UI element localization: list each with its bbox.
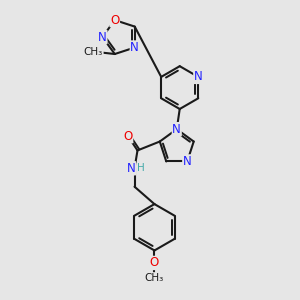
Text: CH₃: CH₃ — [84, 46, 103, 57]
Text: O: O — [110, 14, 119, 27]
Text: O: O — [123, 130, 133, 143]
Text: H: H — [137, 163, 145, 173]
Text: N: N — [183, 155, 192, 168]
Text: N: N — [98, 31, 107, 44]
Text: N: N — [194, 70, 203, 83]
Text: N: N — [172, 123, 181, 136]
Text: N: N — [130, 41, 139, 54]
Text: N: N — [127, 162, 135, 175]
Text: O: O — [150, 256, 159, 269]
Text: CH₃: CH₃ — [145, 273, 164, 283]
